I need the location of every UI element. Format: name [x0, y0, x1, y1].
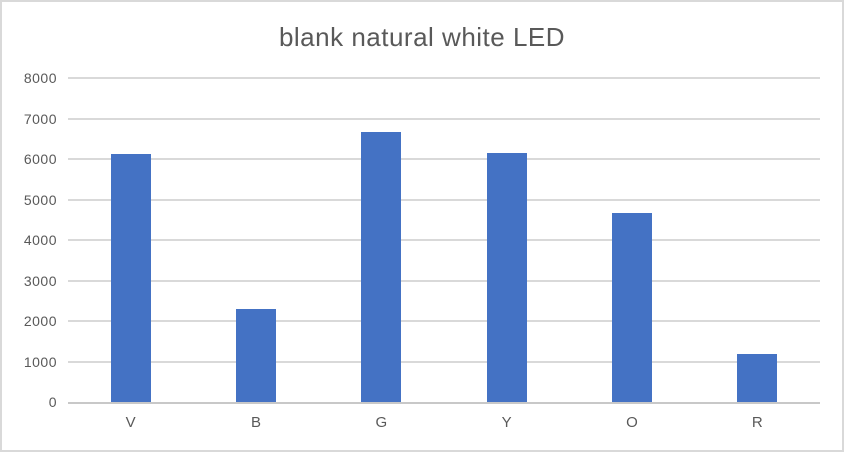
bar-G[interactable] [361, 131, 402, 402]
bar-slot-V [68, 78, 193, 402]
y-axis-tick-label: 4000 [23, 232, 57, 248]
y-axis-tick-label: 5000 [23, 191, 57, 208]
gridline [68, 279, 820, 282]
bar-R[interactable] [737, 353, 778, 402]
bar-O[interactable] [611, 212, 652, 402]
y-axis-tick-label: 7000 [23, 110, 57, 127]
y-axis-tick-label: 8000 [23, 70, 57, 86]
y-axis-tick-label: 6000 [23, 151, 57, 167]
x-axis-label-B: B [250, 414, 261, 431]
gridline [68, 320, 820, 322]
x-axis-label-O: O [626, 414, 638, 431]
y-axis-tick-label: 1000 [23, 353, 57, 370]
gridline [68, 158, 820, 160]
bar-series [68, 78, 820, 402]
bar-slot-G [319, 78, 444, 402]
x-axis-label-R: R [751, 414, 763, 431]
y-axis-tick-label: 2000 [23, 313, 57, 329]
gridline [68, 198, 820, 201]
bar-slot-Y [444, 78, 569, 402]
x-axis-label-V: V [125, 414, 136, 431]
bar-Y[interactable] [486, 152, 527, 402]
bar-V[interactable] [110, 154, 151, 402]
x-axis-label-G: G [375, 414, 388, 431]
gridline [68, 239, 820, 241]
bar-slot-B [193, 78, 318, 402]
chart-title: blank natural white LED [278, 22, 566, 52]
gridline [68, 77, 820, 79]
y-axis-tick-label: 0 [48, 394, 57, 410]
bar-B[interactable] [235, 309, 276, 402]
x-axis-label-Y: Y [501, 414, 512, 431]
bar-slot-R [695, 78, 820, 402]
gridline [68, 117, 820, 120]
gridline [68, 360, 820, 363]
y-axis-tick-label: 3000 [23, 272, 57, 289]
plot-area [68, 77, 820, 404]
bar-slot-O [569, 78, 694, 402]
